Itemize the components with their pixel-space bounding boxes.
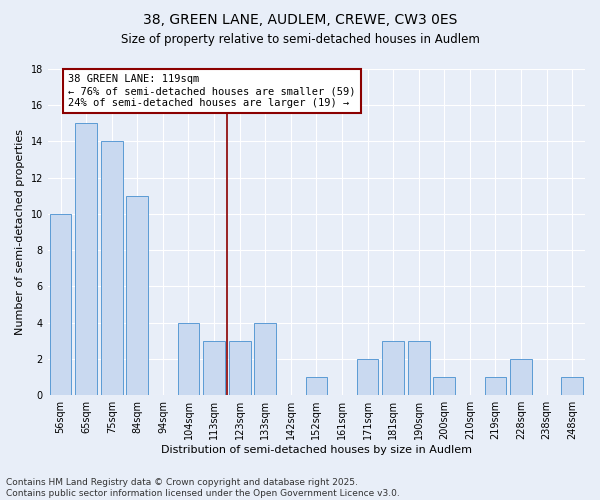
Bar — [203, 341, 225, 395]
Text: Size of property relative to semi-detached houses in Audlem: Size of property relative to semi-detach… — [121, 32, 479, 46]
Bar — [408, 341, 430, 395]
Bar — [562, 377, 583, 395]
Bar — [485, 377, 506, 395]
Bar — [510, 359, 532, 395]
Bar — [178, 322, 199, 395]
Bar — [50, 214, 71, 395]
Bar — [356, 359, 379, 395]
Text: 38, GREEN LANE, AUDLEM, CREWE, CW3 0ES: 38, GREEN LANE, AUDLEM, CREWE, CW3 0ES — [143, 12, 457, 26]
Bar — [127, 196, 148, 395]
Bar — [229, 341, 251, 395]
Bar — [382, 341, 404, 395]
X-axis label: Distribution of semi-detached houses by size in Audlem: Distribution of semi-detached houses by … — [161, 445, 472, 455]
Bar — [433, 377, 455, 395]
Text: 38 GREEN LANE: 119sqm
← 76% of semi-detached houses are smaller (59)
24% of semi: 38 GREEN LANE: 119sqm ← 76% of semi-deta… — [68, 74, 356, 108]
Text: Contains HM Land Registry data © Crown copyright and database right 2025.
Contai: Contains HM Land Registry data © Crown c… — [6, 478, 400, 498]
Bar — [305, 377, 327, 395]
Y-axis label: Number of semi-detached properties: Number of semi-detached properties — [15, 129, 25, 335]
Bar — [101, 142, 122, 395]
Bar — [254, 322, 276, 395]
Bar — [75, 124, 97, 395]
